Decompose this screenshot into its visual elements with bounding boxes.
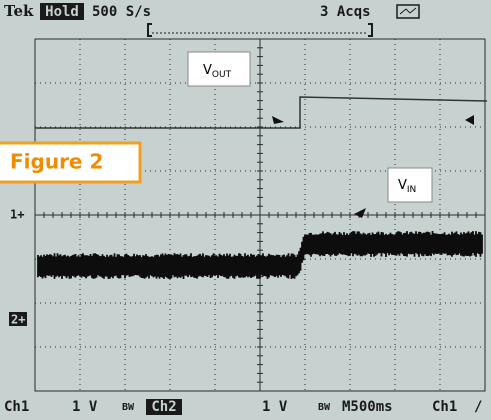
ch2-name: Ch2 xyxy=(151,399,176,415)
ch1-bw: BW xyxy=(122,402,135,413)
vin-main: V xyxy=(398,178,407,193)
scope-screen: Tek Hold 500 S/s 3 Acqs 1+ 2+ VOUT VIN F… xyxy=(0,0,491,420)
ch1-name: Ch1 xyxy=(4,399,29,415)
acquisitions: 3 Acqs xyxy=(320,4,371,20)
ch2-marker: 2+ xyxy=(11,313,25,327)
trigger-source: Ch1 xyxy=(432,399,457,415)
vout-main: V xyxy=(203,63,212,78)
ch1-scale: 1 V xyxy=(72,399,98,415)
sample-rate: 500 S/s xyxy=(92,4,151,20)
ch2-bw: BW xyxy=(318,402,331,413)
timebase: M500ms xyxy=(342,399,393,415)
figure-label: Figure 2 xyxy=(10,150,103,174)
brand: Tek xyxy=(4,2,34,20)
trigger-slope: / xyxy=(474,399,482,415)
ch1-marker: 1+ xyxy=(10,208,24,222)
vout-sub: OUT xyxy=(212,70,232,80)
ch2-scale: 1 V xyxy=(262,399,288,415)
vin-sub: IN xyxy=(407,185,416,195)
mode: Hold xyxy=(45,4,79,20)
